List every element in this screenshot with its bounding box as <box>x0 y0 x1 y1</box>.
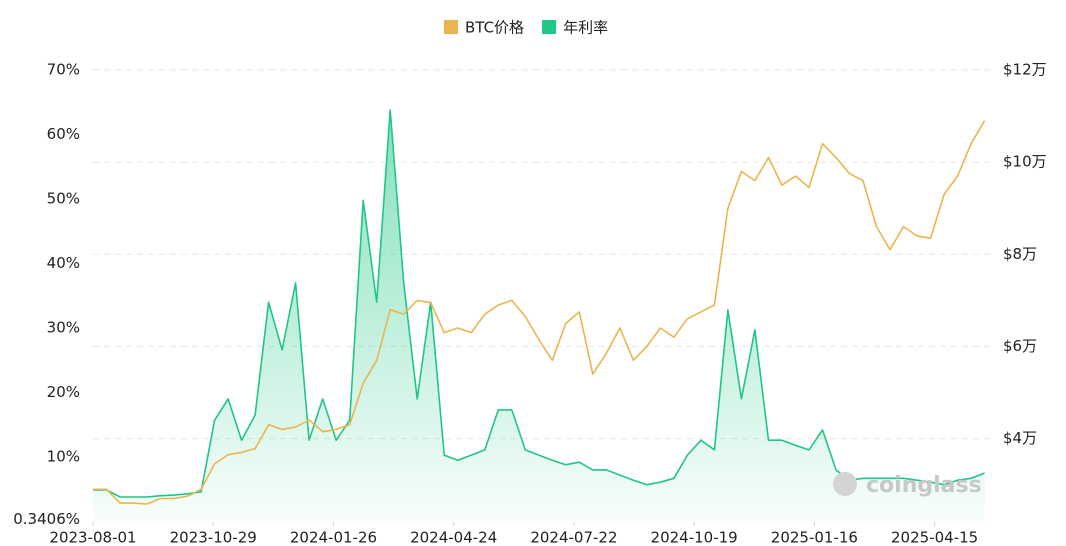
x-tick-label: 2024-04-24 <box>410 529 497 546</box>
y2-tick-label: $8万 <box>1003 245 1037 263</box>
y-tick-label: 50% <box>47 190 80 208</box>
y-tick-label: 70% <box>47 61 80 79</box>
x-tick-label: 2024-10-19 <box>651 529 738 546</box>
legend: BTC价格 年利率 <box>444 19 608 37</box>
y2-tick-label: $6万 <box>1003 337 1037 355</box>
y2-tick-label: $12万 <box>1003 61 1047 79</box>
x-tick-label: 2025-04-15 <box>891 529 978 546</box>
y-tick-label: 40% <box>47 254 80 272</box>
x-tick-label: 2024-01-26 <box>290 529 377 546</box>
legend-label: BTC价格 <box>465 19 524 37</box>
x-tick-label: 2023-10-29 <box>170 529 257 546</box>
watermark: coinglass <box>866 473 982 498</box>
x-tick-label: 2025-01-16 <box>771 529 858 546</box>
legend-swatch <box>542 20 557 34</box>
y-tick-label: 20% <box>47 383 80 401</box>
series-line <box>93 120 986 505</box>
x-tick-label: 2023-08-01 <box>49 529 136 546</box>
y-tick-label: 0.3406% <box>13 510 80 528</box>
watermark-logo <box>833 472 857 496</box>
legend-label: 年利率 <box>563 19 608 37</box>
area-fill <box>93 110 985 522</box>
y-tick-label: 10% <box>47 448 80 466</box>
y-tick-label: 60% <box>47 125 80 143</box>
series-line <box>93 109 985 498</box>
y2-tick-label: $10万 <box>1003 153 1047 171</box>
x-tick-label: 2024-07-22 <box>530 529 617 546</box>
y2-tick-label: $4万 <box>1003 429 1037 447</box>
y-tick-label: 30% <box>47 319 80 337</box>
legend-swatch <box>444 20 458 34</box>
